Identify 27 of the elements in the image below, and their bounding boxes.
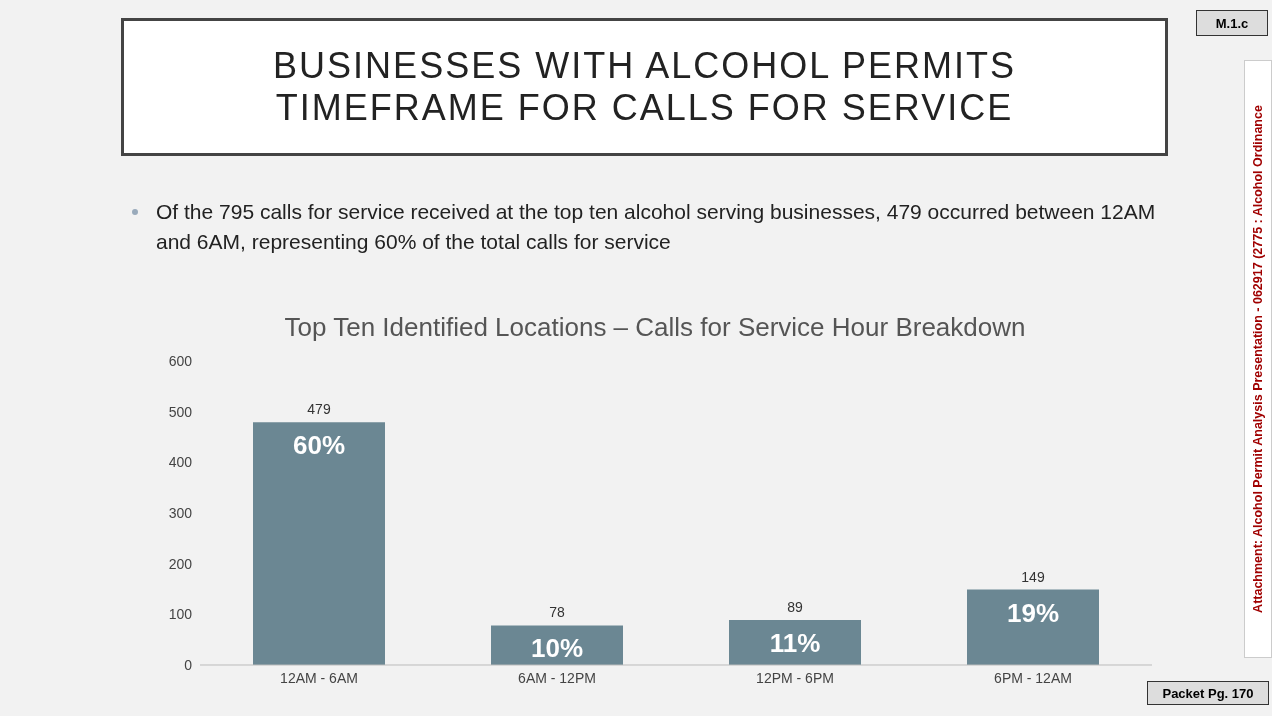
data-label: 89 <box>787 598 803 615</box>
y-tick-label: 500 <box>168 403 193 420</box>
x-tick-label: 12AM - 6AM <box>280 669 358 686</box>
annotation: 19% <box>1006 597 1060 628</box>
y-tick-label: 400 <box>168 454 193 471</box>
bar <box>967 589 1099 665</box>
text: Attachment: Alcohol Permit Analysis Presentation - 062917 (2775 : Alcohol Ordinance <box>1251 105 1265 613</box>
bar <box>253 422 385 665</box>
text: M.1.c <box>1196 10 1268 36</box>
y-tick-label: 100 <box>168 606 193 623</box>
x-tick-label: 6PM - 12AM <box>994 669 1072 686</box>
y-tick-label: 300 <box>168 504 193 521</box>
data-label: 78 <box>549 604 565 621</box>
x-tick-label: 12PM - 6PM <box>756 669 834 686</box>
annotation: 10% <box>530 633 584 664</box>
data-label: 149 <box>1021 568 1045 585</box>
text: Packet Pg. 170 <box>1147 681 1269 705</box>
y-tick-label: 600 <box>168 352 193 369</box>
chart-title: BUSINESSES WITH ALCOHOL PERMITS TIMEFRAME FOR CALLS FOR SERVICE <box>273 45 1016 129</box>
x-tick-label: 6AM - 12PM <box>518 669 596 686</box>
chart-subtitle: Top Ten Identified Locations – Calls for Service Hour Breakdown <box>283 312 1027 343</box>
y-tick-label: 0 <box>184 656 193 673</box>
y-tick-label: 200 <box>168 555 193 572</box>
annotation: 11% <box>769 627 821 658</box>
annotation: 60% <box>292 430 346 461</box>
data-label: 479 <box>307 401 331 418</box>
text: Of the 795 calls for service received at the top ten alcohol serving businesses, 479 occurred between 12AM and 6AM, representing 60% of the total calls for service <box>156 199 1157 255</box>
